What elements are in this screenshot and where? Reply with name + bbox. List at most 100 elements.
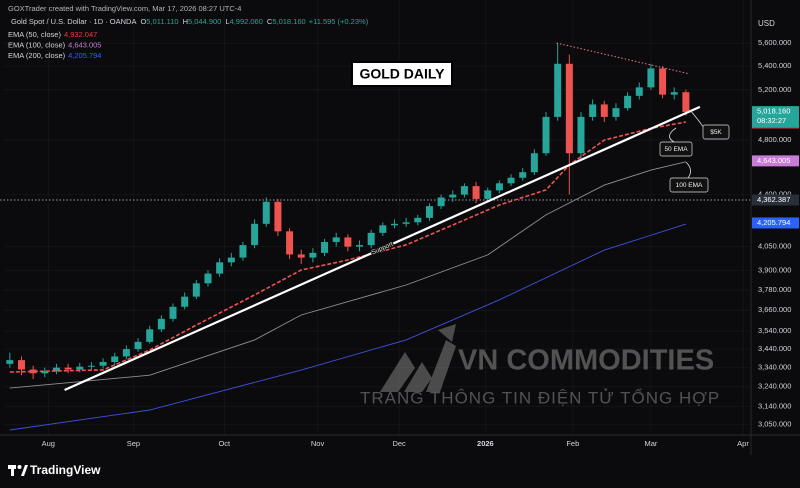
annotation-arrow <box>685 161 691 179</box>
candle-body <box>216 262 224 274</box>
candle-body <box>659 68 667 95</box>
candle-body <box>484 190 492 199</box>
price-label: 5,018.160 <box>757 107 790 116</box>
ohlc-key: C <box>267 17 273 26</box>
candle-body <box>274 201 282 232</box>
candle-body <box>76 366 84 370</box>
header: Gold Spot / U.S. Dollar · 1D · OANDA O5,0… <box>8 17 369 60</box>
candle-body <box>647 68 655 88</box>
price-label: 4,205.794 <box>757 218 790 227</box>
ohlc-value: 5,018.160 <box>272 17 305 26</box>
change: +11.595 (+0.23%) <box>309 17 369 26</box>
candle-body <box>227 257 235 263</box>
countdown: 08:32:27 <box>757 116 786 125</box>
candle-body <box>565 63 573 154</box>
legend-name: EMA (50, close) <box>8 30 61 39</box>
logo-part <box>11 465 14 476</box>
y-tick-label: 3,340.000 <box>758 363 791 372</box>
x-tick-label: Feb <box>566 439 579 448</box>
candle-body <box>297 254 305 258</box>
candle-body <box>41 371 49 374</box>
y-tick-label: 3,050.000 <box>758 420 791 429</box>
candle-body <box>600 104 608 117</box>
candle-body <box>414 217 422 223</box>
x-tick-label: Oct <box>218 439 231 448</box>
symbol: Gold Spot / U.S. Dollar · 1D · OANDA O5,0… <box>11 17 369 26</box>
annotation: 100 EMA <box>676 182 703 189</box>
legend-entry: EMA (50, close) 4,932.047 <box>8 30 97 39</box>
candle-body <box>682 92 690 113</box>
candle-body <box>321 242 329 253</box>
watermark-subtitle: TRANG THÔNG TIN ĐIỆN TỬ TỔNG HỢP <box>360 388 720 407</box>
x-tick-label: Sep <box>127 439 140 448</box>
legend-entry: EMA (200, close) 4,205.794 <box>8 51 101 60</box>
annotation-box <box>669 177 709 193</box>
watermark-title: VN COMMODITIES <box>458 345 714 377</box>
ohlc-key: H <box>183 17 188 26</box>
legend-name: EMA (100, close) <box>8 40 66 49</box>
symbol-name: Gold Spot / U.S. Dollar · 1D · OANDA <box>11 17 136 26</box>
candle-body <box>612 108 620 117</box>
y-tick-label: 3,140.000 <box>758 401 791 410</box>
ohlc-value: 5,044.900 <box>188 17 221 26</box>
candle-body <box>449 194 457 198</box>
candle-body <box>437 197 445 207</box>
price-label-box <box>752 194 799 206</box>
candle-body <box>589 104 597 117</box>
watermark: VN COMMODITIES TRANG THÔNG TIN ĐIỆN TỬ T… <box>360 324 720 407</box>
candle-body <box>52 367 60 372</box>
annotation: $5K <box>710 129 722 136</box>
legend-value: 4,643.005 <box>68 40 101 49</box>
candle-body <box>577 116 585 154</box>
candle-body <box>367 232 375 246</box>
x-tick-label: Dec <box>392 439 406 448</box>
y-tick-label: 4,800.000 <box>758 135 791 144</box>
ohlc-value: 5,011.110 <box>146 17 178 26</box>
price-label-box <box>752 155 799 167</box>
logo-shape <box>404 362 432 392</box>
logo-part <box>17 465 22 469</box>
y-tick-label: 3,900.000 <box>758 265 791 274</box>
candle-body <box>192 283 200 297</box>
x-tick-label: Mar <box>644 439 657 448</box>
candle-body <box>262 201 270 224</box>
credit: GOXTrader created with TradingView.com, … <box>8 4 241 13</box>
candle-body <box>134 341 142 350</box>
candle-body <box>286 231 294 255</box>
candle-body <box>507 177 515 184</box>
candle-body <box>29 369 37 374</box>
candle-body <box>495 183 503 191</box>
candle-body <box>99 362 107 366</box>
candle-body <box>344 237 352 247</box>
chart-title: GOLD DAILY <box>359 66 445 82</box>
candle-body <box>425 206 433 218</box>
candle-body <box>251 223 259 246</box>
candle-body <box>624 95 632 109</box>
y-tick-label: 3,240.000 <box>758 382 791 391</box>
ema-line <box>9 223 687 431</box>
price-label: 4,643.005 <box>757 156 790 165</box>
ema-line <box>9 121 687 373</box>
footer-logo <box>8 465 28 476</box>
candle-body <box>169 306 177 319</box>
candle-body <box>157 318 165 330</box>
legend-value: 4,932.047 <box>64 30 97 39</box>
candle-body <box>204 273 212 284</box>
candle-body <box>87 365 95 367</box>
logo-part <box>21 465 28 476</box>
brand: TradingView <box>30 463 101 477</box>
candle-body <box>635 87 643 96</box>
candle-body <box>309 252 317 258</box>
x-tick-label: Nov <box>311 439 325 448</box>
annotation: 50 EMA <box>664 146 688 153</box>
logo-shape <box>438 324 456 342</box>
y-tick-label: 3,540.000 <box>758 326 791 335</box>
candle-body <box>17 360 25 370</box>
candle-body <box>530 153 538 173</box>
candle-body <box>379 225 387 233</box>
legend-value: 4,205.794 <box>68 51 101 60</box>
price-label-box <box>752 217 799 229</box>
price-label: 4,362.387 <box>757 195 790 204</box>
candle-body <box>239 245 247 258</box>
